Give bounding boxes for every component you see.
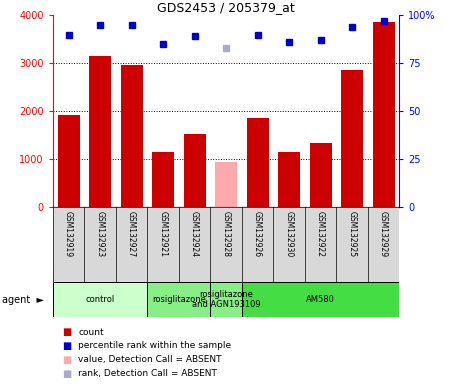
Bar [242, 282, 399, 317]
Bar [210, 282, 242, 317]
Bar [278, 152, 300, 207]
Text: ■: ■ [62, 369, 71, 379]
Text: GSM132927: GSM132927 [127, 211, 136, 257]
Bar [152, 152, 174, 207]
Text: GSM132922: GSM132922 [316, 211, 325, 257]
Bar [89, 56, 111, 207]
Text: GSM132924: GSM132924 [190, 211, 199, 257]
Text: rosiglitazone: rosiglitazone [152, 295, 206, 304]
Text: ■: ■ [62, 327, 71, 337]
Text: GSM132928: GSM132928 [222, 211, 230, 257]
Bar [121, 65, 143, 207]
Text: AM580: AM580 [306, 295, 335, 304]
Text: GSM132923: GSM132923 [95, 211, 105, 257]
Text: GSM132919: GSM132919 [64, 211, 73, 257]
Bar [215, 162, 237, 207]
Bar [57, 115, 79, 207]
Bar [147, 282, 210, 317]
Text: GSM132925: GSM132925 [347, 211, 357, 257]
Text: value, Detection Call = ABSENT: value, Detection Call = ABSENT [78, 355, 222, 364]
Bar [246, 118, 269, 207]
Bar [309, 143, 331, 207]
Text: ■: ■ [62, 341, 71, 351]
Text: GSM132926: GSM132926 [253, 211, 262, 257]
Text: percentile rank within the sample: percentile rank within the sample [78, 341, 231, 351]
Text: count: count [78, 328, 104, 337]
Bar [341, 70, 363, 207]
Bar [184, 134, 206, 207]
Text: ■: ■ [62, 355, 71, 365]
Bar [53, 282, 147, 317]
Text: GSM132929: GSM132929 [379, 211, 388, 257]
Text: rank, Detection Call = ABSENT: rank, Detection Call = ABSENT [78, 369, 217, 378]
Title: GDS2453 / 205379_at: GDS2453 / 205379_at [157, 1, 295, 14]
Text: rosiglitazone
and AGN193109: rosiglitazone and AGN193109 [192, 290, 260, 309]
Text: GSM132921: GSM132921 [158, 211, 168, 257]
Text: GSM132930: GSM132930 [285, 211, 294, 257]
Text: agent  ►: agent ► [2, 295, 45, 305]
Bar [373, 22, 395, 207]
Text: control: control [85, 295, 115, 304]
